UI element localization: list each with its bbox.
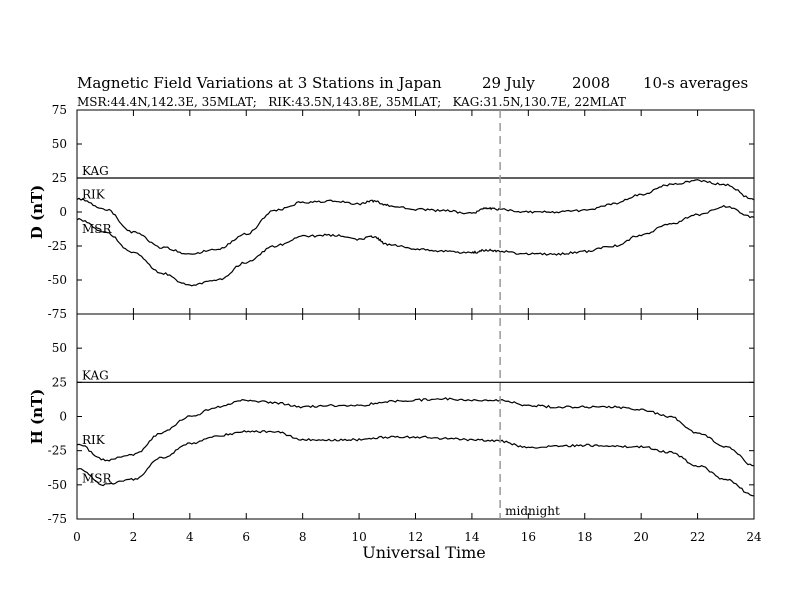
series-line-rik-h <box>76 397 755 467</box>
series-line-msr-d <box>76 204 755 287</box>
station-label-msr-d: MSR <box>82 222 113 236</box>
chart-stations-info: MSR:44.4N,142.3E, 35MLAT; RIK:43.5N,143.… <box>77 95 626 109</box>
series-line-rik-d <box>76 179 755 255</box>
y-tick-label-h: 0 <box>59 410 67 424</box>
chart-date-day: 29 July <box>482 74 535 92</box>
series-line-msr-h <box>76 429 755 497</box>
station-label-kag-h: KAG <box>82 368 109 382</box>
station-label-msr-h: MSR <box>82 471 113 485</box>
x-tick-label: 6 <box>242 530 250 544</box>
x-tick-label: 12 <box>408 530 423 544</box>
y-tick-label-d: -50 <box>48 273 67 287</box>
x-tick-label: 0 <box>73 530 81 544</box>
chart-averaging: 10-s averages <box>643 74 748 92</box>
x-tick-label: 20 <box>634 530 649 544</box>
panel-h: -75 -50 -25 0 25 50 H (nT) KAG RIK MSR <box>28 313 755 526</box>
y-tick-label-d: 25 <box>52 171 67 185</box>
plot-frame-h <box>76 313 755 520</box>
x-tick-label: 8 <box>299 530 307 544</box>
plot-frame-d <box>76 109 755 315</box>
panel-d: -75 -50 -25 0 25 50 75 D (nT) KAG RIK MSR <box>28 103 755 321</box>
y-tick-label-d: -75 <box>48 307 67 321</box>
y-tick-label-d: 0 <box>59 205 67 219</box>
x-tick-label: 4 <box>186 530 194 544</box>
midnight-marker: midnight <box>499 110 560 519</box>
x-tick-label: 2 <box>130 530 138 544</box>
y-tick-label-h: -25 <box>48 444 67 458</box>
y-tick-label-d: -25 <box>48 239 67 253</box>
y-tick-label-h: -50 <box>48 478 67 492</box>
station-label-rik-d: RIK <box>82 187 106 201</box>
station-label-rik-h: RIK <box>82 433 106 447</box>
y-tick-label-h: 50 <box>52 341 67 355</box>
x-tick-label: 22 <box>690 530 705 544</box>
y-tick-label-h: -75 <box>48 512 67 526</box>
x-axis: 0 2 4 6 8 10 12 14 16 18 20 22 24 <box>73 110 762 544</box>
y-axis-label-d: D (nT) <box>28 185 46 240</box>
x-tick-label: 14 <box>464 530 480 544</box>
chart-date-year: 2008 <box>572 74 610 92</box>
y-axis-label-h: H (nT) <box>28 389 46 445</box>
y-tick-label-d: 50 <box>52 137 67 151</box>
x-tick-label: 24 <box>746 530 762 544</box>
x-tick-label: 18 <box>577 530 592 544</box>
y-tick-label-d: 75 <box>52 103 67 117</box>
y-tick-label-h: 25 <box>52 375 67 389</box>
chart-title: Magnetic Field Variations at 3 Stations … <box>77 74 442 92</box>
x-tick-label: 16 <box>521 530 536 544</box>
x-tick-label: 10 <box>351 530 366 544</box>
midnight-label: midnight <box>505 504 560 518</box>
station-label-kag-d: KAG <box>82 164 109 178</box>
x-axis-label: Universal Time <box>362 543 485 562</box>
